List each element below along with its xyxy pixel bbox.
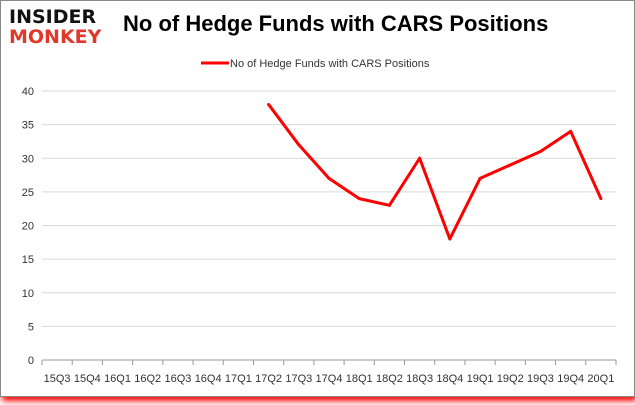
x-tick-label: 16Q3 xyxy=(164,373,191,385)
y-tick-label: 15 xyxy=(22,254,34,266)
x-tick-label: 18Q2 xyxy=(376,373,403,385)
data-point xyxy=(418,156,422,160)
data-point xyxy=(387,203,391,207)
y-tick-label: 35 xyxy=(22,120,34,132)
y-tick-label: 5 xyxy=(28,321,34,333)
x-tick-label: 16Q4 xyxy=(195,373,222,385)
x-tick-label: 17Q2 xyxy=(255,373,282,385)
data-point xyxy=(357,197,361,201)
x-tick-label: 16Q1 xyxy=(104,373,131,385)
x-tick-label: 19Q2 xyxy=(497,373,524,385)
x-tick-label: 16Q2 xyxy=(134,373,161,385)
data-point xyxy=(538,150,542,154)
y-tick-label: 40 xyxy=(22,86,34,98)
x-tick-label: 19Q4 xyxy=(557,373,584,385)
data-point xyxy=(448,237,452,241)
x-tick-label: 18Q4 xyxy=(436,373,463,385)
data-point xyxy=(508,163,512,167)
logo-line2: MONKEY xyxy=(9,26,102,48)
x-tick-label: 15Q3 xyxy=(44,373,71,385)
y-tick-label: 25 xyxy=(22,187,34,199)
chart-title: No of Hedge Funds with CARS Positions xyxy=(123,11,549,36)
data-point xyxy=(327,176,331,180)
x-tick-label: 19Q1 xyxy=(467,373,494,385)
data-point xyxy=(599,197,603,201)
y-tick-label: 20 xyxy=(22,221,34,233)
x-tick-label: 17Q3 xyxy=(285,373,312,385)
y-tick-label: 10 xyxy=(22,288,34,300)
data-point xyxy=(569,129,573,133)
data-point xyxy=(297,143,301,147)
x-tick-label: 15Q4 xyxy=(74,373,101,385)
data-point xyxy=(267,102,271,106)
y-tick-label: 0 xyxy=(28,355,34,367)
insider-monkey-logo: INSIDER MONKEY xyxy=(9,7,101,47)
y-tick-label: 30 xyxy=(22,153,34,165)
x-tick-label: 19Q3 xyxy=(527,373,554,385)
x-tick-label: 17Q1 xyxy=(225,373,252,385)
x-tick-label: 18Q3 xyxy=(406,373,433,385)
x-tick-label: 17Q4 xyxy=(316,373,343,385)
line-chart: 0 5 10 15 20 25 30 35 40 15Q3 15Q4 16Q1 16Q2 16Q3 16Q4… xyxy=(22,58,617,385)
x-tick-label: 20Q1 xyxy=(587,373,614,385)
legend-label: No of Hedge Funds with CARS Positions xyxy=(230,58,430,70)
data-point xyxy=(478,176,482,180)
series-line xyxy=(267,103,603,241)
x-tick-label: 18Q1 xyxy=(346,373,373,385)
logo-line1: INSIDER xyxy=(9,6,97,28)
